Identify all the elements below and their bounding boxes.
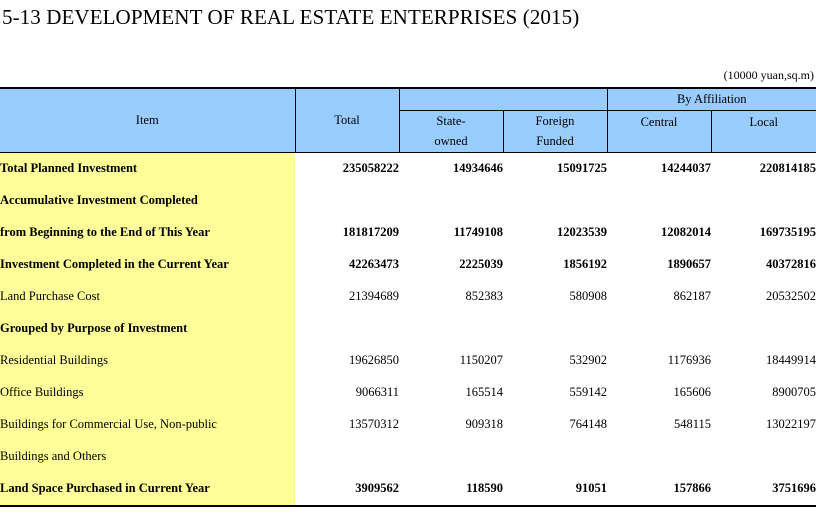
cell-local (711, 185, 816, 217)
cell-state-owned (399, 185, 503, 217)
cell-total (295, 441, 399, 473)
header-local: Local (710, 110, 816, 153)
cell-foreign-funded (503, 185, 607, 217)
cell-total: 19626850 (349, 353, 399, 367)
cell-state-owned: 118590 (399, 472, 503, 507)
cell-foreign-funded: 559142 (569, 385, 608, 399)
header-central: Central (606, 110, 711, 153)
statistics-table: Item Total By Affiliation State- owned F… (0, 87, 816, 507)
cell-state-owned: 165514 (465, 385, 504, 399)
cell-total: 21394689 (349, 289, 399, 303)
cell-state-owned (399, 441, 503, 473)
row-label: Residential Buildings (0, 344, 295, 377)
header-by-affiliation: By Affiliation (606, 87, 816, 111)
cell-foreign-funded: 764148 (569, 417, 608, 431)
cell-local: 18449914 (766, 353, 816, 367)
cell-state-owned: 2225039 (459, 257, 503, 271)
cell-central (607, 441, 711, 473)
header-state-owned-line2: owned (434, 134, 468, 148)
cell-total (295, 185, 399, 217)
row-label: from Beginning to the End of This Year (0, 216, 295, 249)
cell-central (607, 313, 711, 345)
cell-local: 8900705 (772, 385, 816, 399)
cell-local: 20532502 (766, 289, 816, 303)
header-ownership-spacer (398, 87, 607, 110)
table-row: Total Planned Investment 235058222 14934… (0, 152, 816, 185)
cell-total: 235058222 (342, 161, 399, 175)
cell-foreign-funded: 580908 (569, 289, 608, 303)
row-label: Total Planned Investment (0, 152, 295, 185)
cell-total: 42263473 (349, 257, 399, 271)
cell-central: 14244037 (661, 161, 711, 175)
cell-total: 181817209 (342, 225, 399, 239)
cell-state-owned: 11749108 (453, 225, 503, 239)
table-row: Grouped by Purpose of Investment (0, 312, 816, 345)
header-item: Item (0, 87, 295, 153)
row-label: Land Space Purchased in Current Year (0, 472, 295, 507)
table-row: from Beginning to the End of This Year 1… (0, 216, 816, 249)
cell-foreign-funded: 91051 (503, 472, 607, 507)
table-row: Buildings and Others (0, 440, 816, 473)
header-foreign-line2: Funded (536, 134, 574, 148)
row-label: Office Buildings (0, 376, 295, 409)
cell-local (711, 313, 816, 345)
cell-foreign-funded: 12023539 (557, 225, 607, 239)
table-row: Buildings for Commercial Use, Non-public… (0, 408, 816, 441)
header-foreign-line1: Foreign (535, 114, 575, 128)
cell-local: 169735195 (759, 225, 816, 239)
row-label: Investment Completed in the Current Year (0, 248, 295, 281)
row-label: Buildings and Others (0, 440, 295, 473)
cell-foreign-funded: 532902 (569, 353, 608, 367)
row-label: Grouped by Purpose of Investment (0, 312, 295, 345)
cell-foreign-funded (503, 313, 607, 345)
table-row: Land Space Purchased in Current Year 390… (0, 472, 816, 507)
table-row: Investment Completed in the Current Year… (0, 248, 816, 281)
header-foreign-funded: Foreign Funded (502, 109, 607, 153)
cell-central: 1890657 (667, 257, 711, 271)
cell-state-owned: 909318 (465, 417, 504, 431)
cell-total: 13570312 (349, 417, 399, 431)
table-row: Accumulative Investment Completed (0, 184, 816, 217)
cell-total: 9066311 (355, 385, 399, 399)
cell-state-owned: 14934646 (453, 161, 503, 175)
cell-total (295, 313, 399, 345)
cell-state-owned: 852383 (465, 289, 504, 303)
cell-central: 12082014 (661, 225, 711, 239)
cell-central: 165606 (673, 385, 712, 399)
header-total: Total (294, 87, 399, 153)
unit-label: (10000 yuan,sq.m) (723, 68, 814, 82)
page-title: 5-13 DEVELOPMENT OF REAL ESTATE ENTERPRI… (2, 5, 580, 29)
cell-local: 3751696 (711, 472, 816, 507)
cell-central (607, 185, 711, 217)
cell-foreign-funded (503, 441, 607, 473)
cell-foreign-funded: 15091725 (557, 161, 607, 175)
cell-central: 1176936 (667, 353, 711, 367)
header-state-owned-line1: State- (436, 114, 466, 128)
cell-local: 40372816 (766, 257, 816, 271)
row-label: Accumulative Investment Completed (0, 184, 295, 217)
row-label: Buildings for Commercial Use, Non-public (0, 408, 295, 441)
cell-total: 3909562 (295, 472, 399, 507)
cell-central: 157866 (607, 472, 711, 507)
cell-state-owned: 1150207 (459, 353, 503, 367)
cell-local: 220814185 (759, 161, 816, 175)
header-state-owned: State- owned (398, 109, 503, 153)
table-row: Land Purchase Cost 21394689 852383 58090… (0, 280, 816, 313)
cell-central: 862187 (673, 289, 712, 303)
table-row: Office Buildings 9066311 165514 559142 1… (0, 376, 816, 409)
cell-local: 13022197 (766, 417, 816, 431)
row-label: Land Purchase Cost (0, 280, 295, 313)
cell-foreign-funded: 1856192 (563, 257, 607, 271)
cell-state-owned (399, 313, 503, 345)
table-row: Residential Buildings 19626850 1150207 5… (0, 344, 816, 377)
cell-local (711, 441, 816, 473)
cell-central: 548115 (673, 417, 711, 431)
